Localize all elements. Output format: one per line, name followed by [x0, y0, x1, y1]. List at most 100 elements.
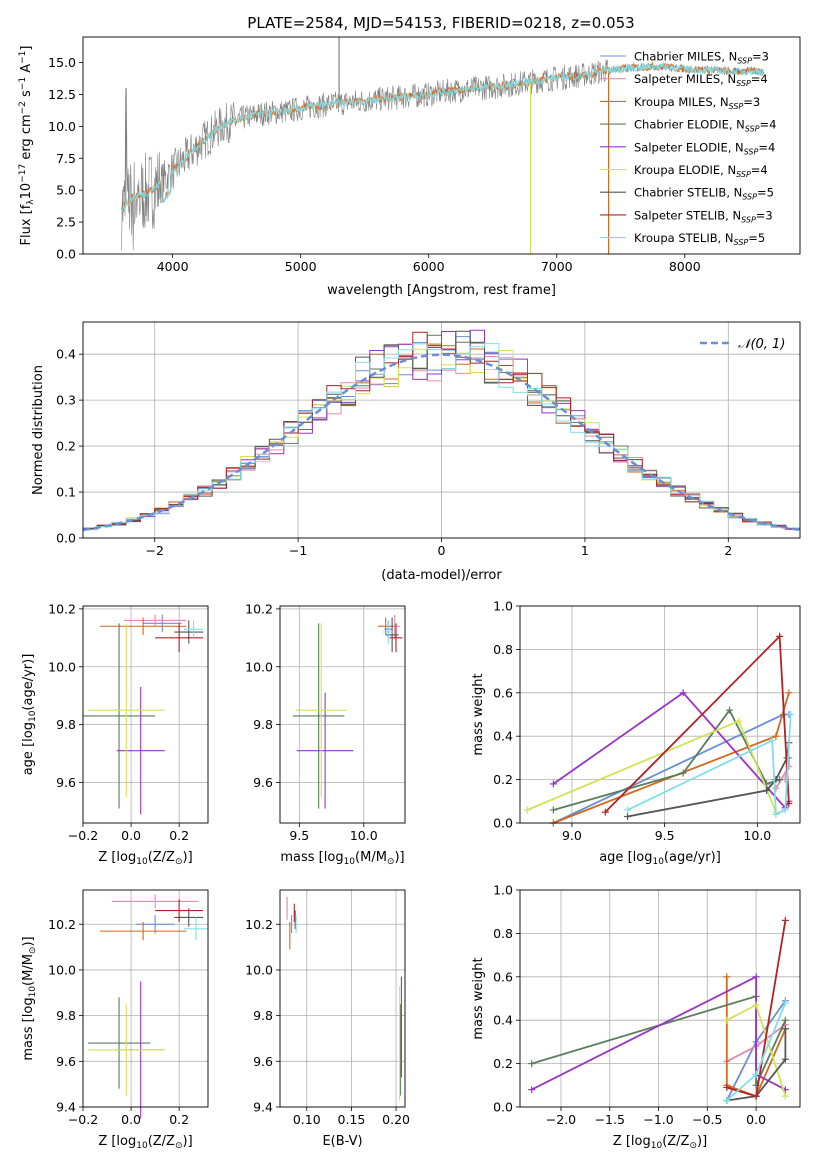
x-axis-label: Z [log10(Z/Z⊙)]	[98, 850, 192, 867]
y-tick-label: 5.0	[56, 183, 76, 198]
y-tick-label: 12.5	[48, 87, 76, 102]
axes-frame	[82, 321, 801, 539]
spectrum-plot-area	[120, 37, 765, 254]
x-axis-label: Z [log10(Z/Z⊙)]	[98, 1134, 192, 1151]
x-tick-label: 1	[581, 543, 589, 558]
y-tick-label: 0.0	[56, 247, 76, 262]
residuals-y-axis-label: Normed distribution	[31, 365, 46, 495]
y-tick-label: 0.0	[493, 816, 513, 831]
x-tick-label: 9.5	[289, 828, 309, 843]
y-tick-label: 1.0	[493, 883, 513, 898]
weight-series-line	[726, 1028, 787, 1102]
y-tick-label: 0.0	[493, 1100, 513, 1115]
spectrum-panel: 4000 5000 6000 7000 8000 0.0 2.5 5.0 7.5 10.0 12.5…	[18, 36, 801, 298]
legend-entry: Chabrier MILES, NSSP=3	[634, 50, 769, 66]
x-tick-label: −1	[289, 543, 307, 558]
age-vs-mass-panel: 9.5 10.0 9.6 9.8 10.0 10.2 mass [log10(M/M⊙)]	[245, 601, 406, 867]
y-tick-label: 10.2	[245, 917, 273, 932]
y-tick-label: 9.8	[253, 717, 273, 732]
y-tick-label: 9.8	[56, 717, 76, 732]
weight-series-line	[531, 975, 786, 1091]
x-axis-label: E(B-V)	[322, 1134, 362, 1149]
x-tick-label: 0.10	[293, 1112, 321, 1127]
y-tick-label: 9.6	[56, 1054, 76, 1069]
y-tick-label: 10.0	[48, 659, 76, 674]
legend-entry: Chabrier STELIB, NSSP=5	[634, 186, 774, 202]
y-tick-label: 9.8	[56, 1008, 76, 1023]
legend-entry: Kroupa ELODIE, NSSP=4	[634, 163, 768, 179]
y-tick-label: 9.8	[253, 1008, 273, 1023]
x-tick-label: 6000	[413, 259, 445, 274]
y-tick-label: 0.0	[56, 531, 76, 546]
weight-vs-age-panel: 9.0 9.5 10.0 0.0 0.2 0.4 0.6 0.8 1.0 age [log10(a…	[471, 599, 801, 867]
x-tick-label: −0.2	[68, 828, 98, 843]
legend-entry: Salpeter STELIB, NSSP=3	[634, 208, 773, 224]
y-tick-label: 10.0	[48, 119, 76, 134]
y-tick-label: 0.2	[493, 1056, 513, 1071]
y-tick-label: 1.0	[493, 599, 513, 614]
axes-frame	[82, 605, 209, 824]
model-spectrum-line	[120, 60, 765, 214]
y-tick-label: 0.4	[493, 1013, 513, 1028]
legend-entry: Chabrier ELODIE, NSSP=4	[634, 118, 776, 134]
axes-frame	[279, 889, 406, 1108]
y-axis-label: age [log10(age/yr)]	[21, 654, 38, 776]
y-tick-label: 9.6	[253, 775, 273, 790]
y-tick-label: 15.0	[48, 55, 76, 70]
y-tick-label: 10.0	[245, 962, 273, 977]
y-tick-label: 10.0	[48, 962, 76, 977]
mass-vs-Z-panel: −0.2 0.0 0.2 9.4 9.6 9.8 10.0 10.2 Z [log10(Z/Z⊙…	[21, 889, 209, 1151]
y-axis-label: mass weight	[471, 957, 486, 1039]
x-axis-label: mass [log10(M/M⊙)]	[280, 850, 404, 867]
y-tick-label: 0.8	[493, 642, 513, 657]
figure-title: PLATE=2584, MJD=54153, FIBERID=0218, z=0…	[247, 14, 634, 32]
axes-frame	[519, 889, 801, 1108]
legend-entry: Kroupa MILES, NSSP=3	[634, 95, 760, 111]
x-tick-label: 0.0	[121, 1112, 141, 1127]
residuals-panel: −2 −1 0 1 2 0.0 0.1 0.2 0.3 0.4 (data-model)/error…	[31, 321, 801, 583]
weight-series-line	[725, 976, 787, 1098]
x-tick-label: 0.2	[169, 828, 189, 843]
x-tick-label: 2	[724, 543, 732, 558]
normal-distribution-curve	[83, 353, 800, 532]
x-tick-label: 8000	[669, 259, 701, 274]
x-tick-label: 4000	[157, 259, 189, 274]
y-tick-label: 0.6	[493, 969, 513, 984]
y-tick-label: 10.0	[245, 659, 273, 674]
x-tick-label: 0.20	[382, 1112, 410, 1127]
axes-frame	[519, 605, 801, 824]
mass-vs-ebv-panel: 0.10 0.15 0.20 9.4 9.6 9.8 10.0 10.2 E(B-V)	[245, 889, 410, 1149]
spectrum-y-axis-label: Flux [fλ10−17 erg cm−2 s−1 A−1]	[18, 46, 36, 246]
x-tick-label: 0	[438, 543, 446, 558]
x-tick-label: 10.0	[743, 828, 771, 843]
residuals-x-axis-label: (data-model)/error	[381, 568, 502, 583]
x-axis-label: Z [log10(Z/Z⊙)]	[613, 1134, 707, 1151]
x-tick-label: −0.5	[692, 1112, 722, 1127]
x-tick-label: −1.5	[595, 1112, 625, 1127]
legend-entry: Salpeter ELODIE, NSSP=4	[634, 140, 775, 156]
y-tick-label: 0.8	[493, 926, 513, 941]
x-tick-label: 7000	[541, 259, 573, 274]
y-tick-label: 9.6	[56, 775, 76, 790]
y-tick-label: 10.2	[48, 917, 76, 932]
y-tick-label: 0.4	[493, 729, 513, 744]
x-axis-label: age [log10(age/yr)]	[599, 850, 721, 867]
x-tick-label: −0.2	[68, 1112, 98, 1127]
y-tick-label: 9.4	[56, 1100, 76, 1115]
x-tick-label: −2	[145, 543, 163, 558]
x-tick-label: 0.0	[121, 828, 141, 843]
panels: 4000 5000 6000 7000 80000.02.55.07.510.012.5…	[18, 36, 801, 1151]
x-tick-label: 0.15	[338, 1112, 366, 1127]
y-tick-label: 0.6	[493, 685, 513, 700]
age-vs-Z-panel: −0.2 0.0 0.2 9.6 9.8 10.0 10.2 Z [log10(Z/Z⊙)] a…	[21, 601, 209, 867]
y-tick-label: 0.4	[56, 347, 76, 362]
x-tick-label: 5000	[285, 259, 317, 274]
weight-series-line	[552, 691, 790, 810]
y-tick-label: 7.5	[56, 151, 76, 166]
x-tick-label: −1.0	[643, 1112, 673, 1127]
axes-frame	[82, 36, 801, 255]
x-tick-label: 9.5	[655, 828, 675, 843]
legend-entry: 𝒩(0, 1)	[738, 337, 785, 352]
x-tick-label: 9.0	[562, 828, 582, 843]
